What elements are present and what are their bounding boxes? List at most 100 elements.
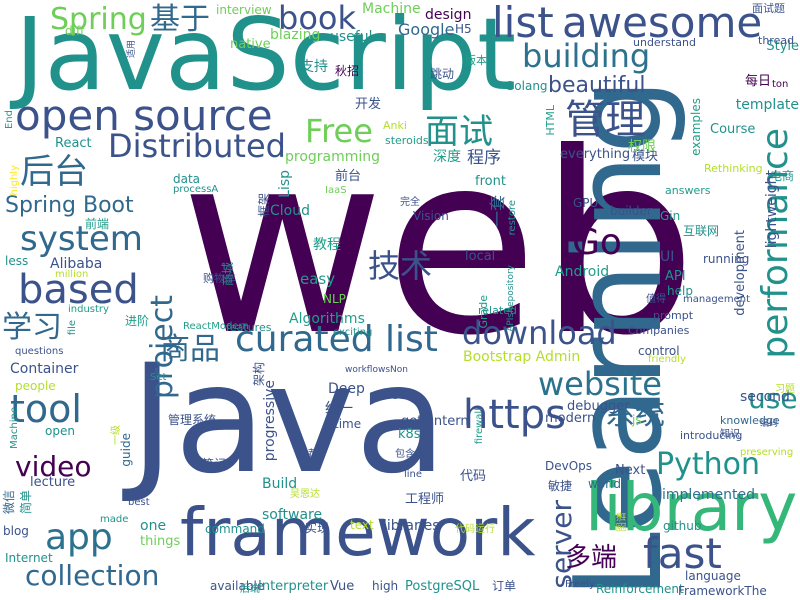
word-cloud-word: examples xyxy=(689,98,703,156)
word-cloud-word: fast xyxy=(643,529,722,578)
word-cloud-word: implemented xyxy=(662,487,756,503)
word-cloud-word: 跳动 xyxy=(430,67,455,81)
word-cloud-word: API xyxy=(665,269,686,284)
word-cloud-word: 版本 xyxy=(465,54,487,67)
word-cloud-word: Free xyxy=(305,112,373,150)
word-cloud-word: features xyxy=(226,321,272,334)
word-cloud-word: Spring xyxy=(50,2,147,37)
word-cloud-word: 后端 xyxy=(240,584,260,595)
word-cloud-word: preserving xyxy=(740,447,794,458)
word-cloud-word: Google xyxy=(398,20,455,39)
word-cloud-word: progressive xyxy=(262,380,278,462)
word-cloud-word: React xyxy=(55,136,92,151)
word-cloud-word: Vue xyxy=(330,579,355,594)
word-cloud-word: Spring Boot xyxy=(5,193,134,218)
word-cloud-word: thread xyxy=(758,34,795,47)
word-cloud-word: 商城 xyxy=(221,262,235,287)
word-cloud-word: building xyxy=(522,37,651,75)
word-cloud-word: line xyxy=(404,469,423,480)
word-cloud-word: Companies xyxy=(628,324,690,337)
word-cloud-word: 值得 xyxy=(646,294,666,305)
word-cloud-word: high xyxy=(372,579,399,593)
word-cloud-word: 订单 xyxy=(492,579,517,593)
word-cloud-word: github xyxy=(663,519,702,533)
word-cloud-word: Go xyxy=(572,222,622,263)
word-cloud-word: library xyxy=(585,469,798,546)
word-cloud-word: 框架 xyxy=(257,193,271,218)
word-cloud-word: Anki xyxy=(383,119,407,132)
word-cloud-word: 统一 xyxy=(325,401,353,417)
word-cloud-word: introducing xyxy=(680,429,743,442)
word-cloud-word: template xyxy=(735,97,799,113)
word-cloud-word: Bootstrap Admin xyxy=(463,349,581,365)
word-cloud-word: prompt xyxy=(653,309,694,322)
word-cloud-word: Java xyxy=(130,333,447,507)
word-cloud-word: 支持 xyxy=(300,59,328,75)
word-cloud-word: language xyxy=(685,569,741,583)
word-cloud-word: modern xyxy=(545,411,596,426)
word-cloud-word: people xyxy=(15,379,56,393)
word-cloud-word: world xyxy=(588,477,622,491)
word-cloud-word: 代码 xyxy=(460,469,487,484)
word-cloud-word: book xyxy=(278,0,356,37)
word-cloud-word: command xyxy=(205,522,265,536)
word-cloud-word: 电商 xyxy=(770,169,795,183)
word-cloud-word: FrameworkThe xyxy=(678,584,767,598)
word-cloud-word: 前台 xyxy=(335,169,362,184)
word-cloud-word: made xyxy=(100,514,129,525)
word-cloud-word: data xyxy=(173,172,201,186)
word-cloud-word: ReactModern xyxy=(183,321,249,332)
word-cloud-word: Internet xyxy=(5,551,53,565)
word-cloud-word: Grade xyxy=(477,295,490,329)
word-cloud-word: 简单 xyxy=(19,490,33,515)
word-cloud-word: steroids xyxy=(385,134,429,147)
word-cloud-word: management xyxy=(683,294,750,305)
word-cloud-word: 前端 xyxy=(85,217,110,231)
word-cloud-word: 推荐 xyxy=(298,449,318,460)
word-cloud-word: guide xyxy=(119,433,133,467)
word-cloud-word: Style xyxy=(766,39,799,54)
word-cloud-word: Vision xyxy=(413,209,449,223)
word-cloud-word: Gin xyxy=(660,209,681,223)
word-cloud-word: programming xyxy=(285,149,381,165)
word-cloud-word: Golang xyxy=(505,79,548,93)
word-cloud-word: collection xyxy=(25,559,160,592)
word-cloud-word: js xyxy=(632,413,642,427)
word-cloud-word: useful xyxy=(330,29,373,45)
word-cloud-word: download xyxy=(462,314,617,352)
word-cloud-word: easy xyxy=(300,270,336,288)
word-cloud-word: use xyxy=(748,382,798,415)
word-cloud-word: file xyxy=(67,320,78,336)
word-cloud-word: based xyxy=(18,267,139,313)
word-cloud-word: 编码 xyxy=(760,419,779,429)
word-cloud-word: Alibaba xyxy=(50,256,103,272)
word-cloud-word: 学习 xyxy=(2,310,62,345)
word-cloud-word: framework xyxy=(180,494,536,571)
word-cloud-word: curated list xyxy=(235,319,438,360)
word-cloud-word: front xyxy=(475,174,506,189)
word-cloud-word: Course xyxy=(710,122,756,137)
word-cloud-word: UI xyxy=(660,249,675,265)
word-cloud-word: 实现 xyxy=(305,521,330,535)
word-cloud-word: GPU xyxy=(573,196,599,210)
word-cloud-word: builder xyxy=(610,204,652,218)
word-cloud-word: 知识 xyxy=(720,429,740,440)
word-cloud-word: answers xyxy=(665,184,711,197)
word-cloud-word: iOS xyxy=(388,389,407,402)
word-cloud-word: 工程师 xyxy=(405,492,445,507)
word-cloud-word: industry xyxy=(68,304,109,315)
word-cloud-word: 购物车 xyxy=(203,272,236,285)
word-cloud-word: lecture xyxy=(30,475,76,490)
word-cloud-word: PostgreSQL xyxy=(405,579,480,594)
word-cloud-word: 权限 xyxy=(628,139,656,155)
word-cloud-word: 互联网 xyxy=(683,224,720,238)
word-cloud-word: Next xyxy=(615,463,646,478)
word-cloud-word: native xyxy=(230,37,271,52)
word-cloud-word: website xyxy=(538,365,662,403)
word-cloud-word: list xyxy=(492,0,554,47)
word-cloud-word: open source xyxy=(15,91,273,140)
word-cloud-word: 适用 xyxy=(127,40,137,59)
word-cloud-word: 微信 xyxy=(2,490,16,515)
word-cloud-word: processA xyxy=(173,184,219,195)
word-cloud-word: workflowsNon xyxy=(345,365,408,375)
